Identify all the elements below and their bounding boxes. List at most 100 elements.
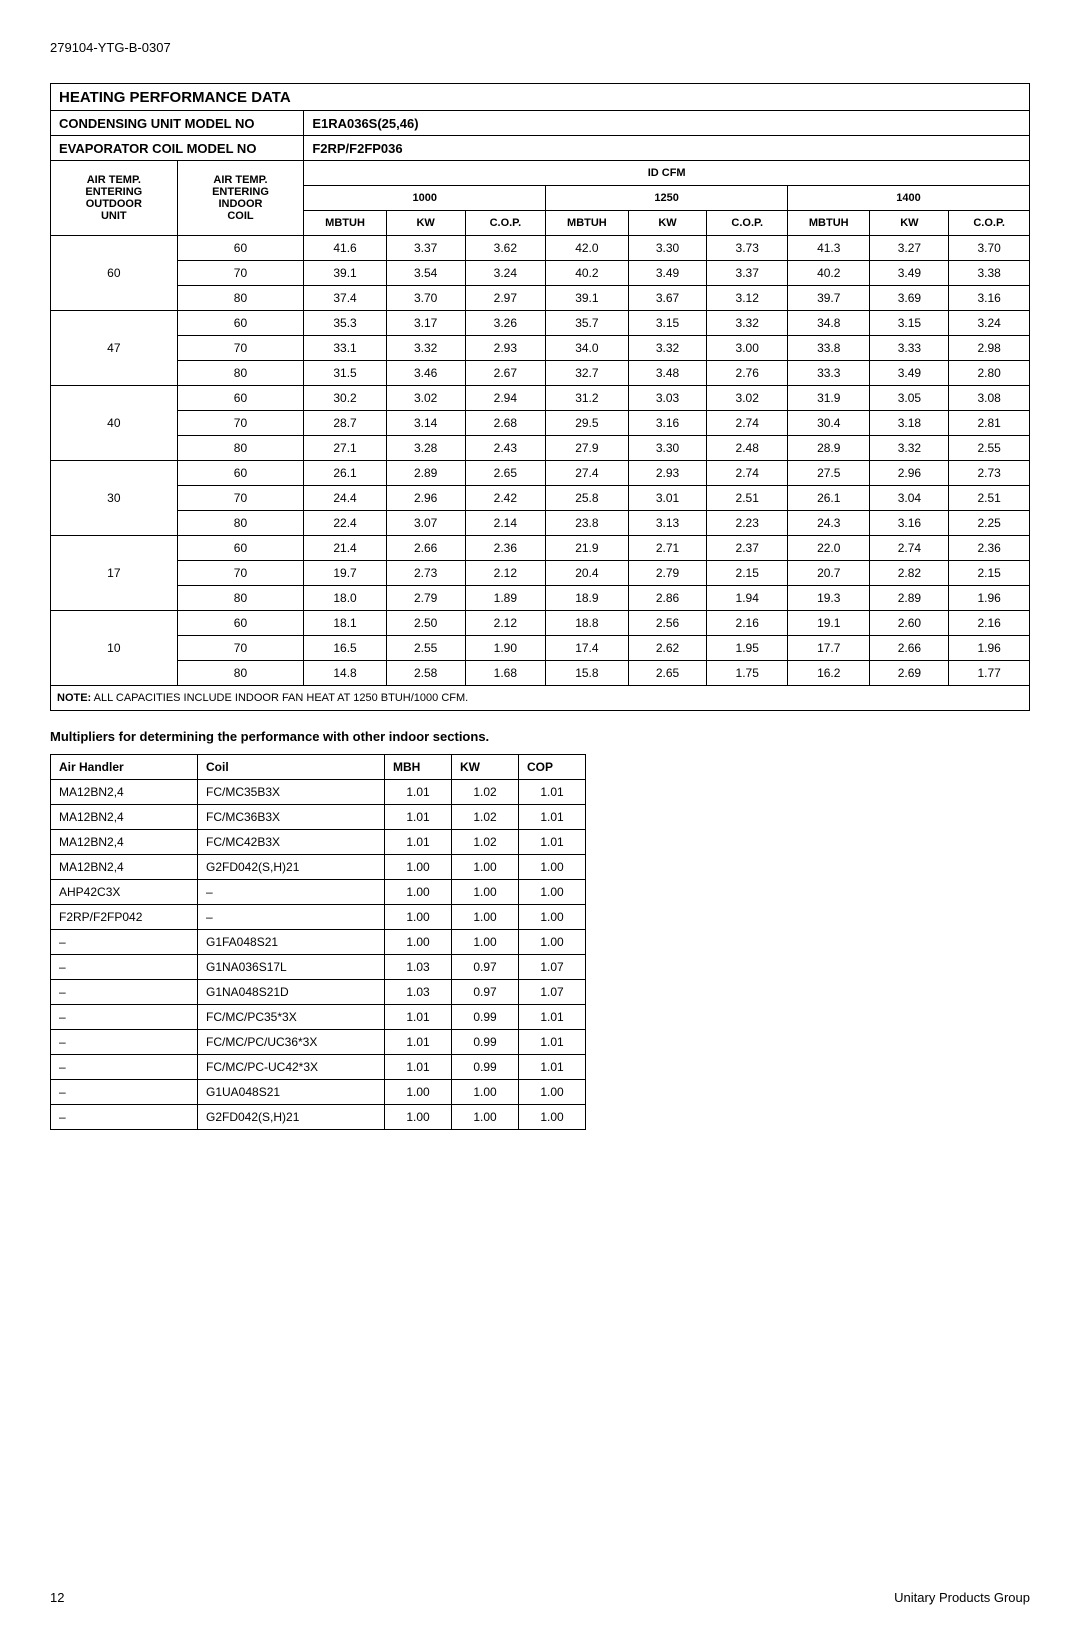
data-cell: 3.70	[386, 286, 465, 311]
mult-cell: 1.00	[519, 1080, 586, 1105]
data-cell: 3.46	[386, 361, 465, 386]
data-cell: 2.71	[628, 536, 707, 561]
hdr-sub: KW	[870, 211, 949, 236]
data-cell: 3.14	[386, 411, 465, 436]
mult-cell: 1.00	[452, 855, 519, 880]
data-cell: 3.33	[870, 336, 949, 361]
data-cell: 3.13	[628, 511, 707, 536]
data-cell: 3.07	[386, 511, 465, 536]
data-cell: 3.38	[949, 261, 1030, 286]
mult-cell: 1.07	[519, 955, 586, 980]
page-number: 12	[50, 1590, 64, 1605]
data-cell: 2.74	[707, 461, 788, 486]
data-cell: 3.15	[628, 311, 707, 336]
data-cell: 19.1	[788, 611, 870, 636]
data-cell: 2.60	[870, 611, 949, 636]
data-cell: 33.1	[304, 336, 386, 361]
mult-cell: G1NA036S17L	[198, 955, 385, 980]
mult-cell: 1.00	[519, 855, 586, 880]
mult-cell: –	[51, 1005, 198, 1030]
data-cell: 24.3	[788, 511, 870, 536]
data-cell: 21.9	[546, 536, 628, 561]
data-cell: 35.3	[304, 311, 386, 336]
data-cell: 2.82	[870, 561, 949, 586]
mult-cell: 1.02	[452, 780, 519, 805]
mult-cell: –	[51, 955, 198, 980]
evap-label: EVAPORATOR COIL MODEL NO	[51, 136, 304, 161]
mult-cell: 1.00	[385, 930, 452, 955]
data-cell: 22.4	[304, 511, 386, 536]
data-cell: 27.9	[546, 436, 628, 461]
data-cell: 3.62	[465, 236, 546, 261]
indoor-temp: 60	[177, 536, 304, 561]
data-cell: 2.14	[465, 511, 546, 536]
data-cell: 2.25	[949, 511, 1030, 536]
data-cell: 2.36	[465, 536, 546, 561]
data-cell: 39.7	[788, 286, 870, 311]
data-cell: 2.16	[949, 611, 1030, 636]
data-cell: 3.18	[870, 411, 949, 436]
data-cell: 2.15	[707, 561, 788, 586]
data-cell: 2.55	[949, 436, 1030, 461]
hdr-idcfm: ID CFM	[304, 161, 1030, 186]
data-cell: 31.2	[546, 386, 628, 411]
multipliers-subhead: Multipliers for determining the performa…	[50, 729, 1030, 744]
data-cell: 40.2	[546, 261, 628, 286]
mult-cell: F2RP/F2FP042	[51, 905, 198, 930]
mult-col: KW	[452, 755, 519, 780]
data-cell: 29.5	[546, 411, 628, 436]
data-cell: 2.79	[628, 561, 707, 586]
outdoor-temp: 60	[51, 236, 178, 311]
data-cell: 27.1	[304, 436, 386, 461]
mult-cell: FC/MC36B3X	[198, 805, 385, 830]
hdr-sub: KW	[628, 211, 707, 236]
data-cell: 27.4	[546, 461, 628, 486]
data-cell: 30.2	[304, 386, 386, 411]
data-cell: 14.8	[304, 661, 386, 686]
hdr-sub: KW	[386, 211, 465, 236]
data-cell: 3.37	[386, 236, 465, 261]
mult-cell: 0.97	[452, 980, 519, 1005]
data-cell: 25.8	[546, 486, 628, 511]
data-cell: 3.00	[707, 336, 788, 361]
data-cell: 3.32	[870, 436, 949, 461]
mult-cell: G1NA048S21D	[198, 980, 385, 1005]
data-cell: 3.16	[870, 511, 949, 536]
data-cell: 20.7	[788, 561, 870, 586]
mult-col: Coil	[198, 755, 385, 780]
hdr-sub: MBTUH	[546, 211, 628, 236]
mult-cell: 1.00	[519, 905, 586, 930]
table1-title: HEATING PERFORMANCE DATA	[51, 84, 1030, 111]
data-cell: 3.17	[386, 311, 465, 336]
data-cell: 3.08	[949, 386, 1030, 411]
mult-cell: 1.00	[385, 1105, 452, 1130]
data-cell: 3.27	[870, 236, 949, 261]
data-cell: 2.58	[386, 661, 465, 686]
data-cell: 2.80	[949, 361, 1030, 386]
data-cell: 2.74	[870, 536, 949, 561]
data-cell: 35.7	[546, 311, 628, 336]
mult-cell: 1.02	[452, 805, 519, 830]
data-cell: 2.89	[870, 586, 949, 611]
data-cell: 3.28	[386, 436, 465, 461]
data-cell: 3.73	[707, 236, 788, 261]
data-cell: 16.5	[304, 636, 386, 661]
mult-cell: 1.07	[519, 980, 586, 1005]
data-cell: 3.30	[628, 436, 707, 461]
mult-cell: 1.03	[385, 980, 452, 1005]
mult-cell: –	[51, 1030, 198, 1055]
indoor-temp: 60	[177, 461, 304, 486]
indoor-temp: 70	[177, 561, 304, 586]
indoor-temp: 70	[177, 261, 304, 286]
mult-cell: 1.00	[519, 1105, 586, 1130]
hdr-sub: MBTUH	[304, 211, 386, 236]
data-cell: 2.55	[386, 636, 465, 661]
data-cell: 3.32	[707, 311, 788, 336]
mult-cell: G1UA048S21	[198, 1080, 385, 1105]
multipliers-table: Air HandlerCoilMBHKWCOP MA12BN2,4FC/MC35…	[50, 754, 586, 1130]
data-cell: 2.97	[465, 286, 546, 311]
data-cell: 41.6	[304, 236, 386, 261]
data-cell: 2.43	[465, 436, 546, 461]
data-cell: 34.0	[546, 336, 628, 361]
mult-cell: 1.00	[452, 1105, 519, 1130]
